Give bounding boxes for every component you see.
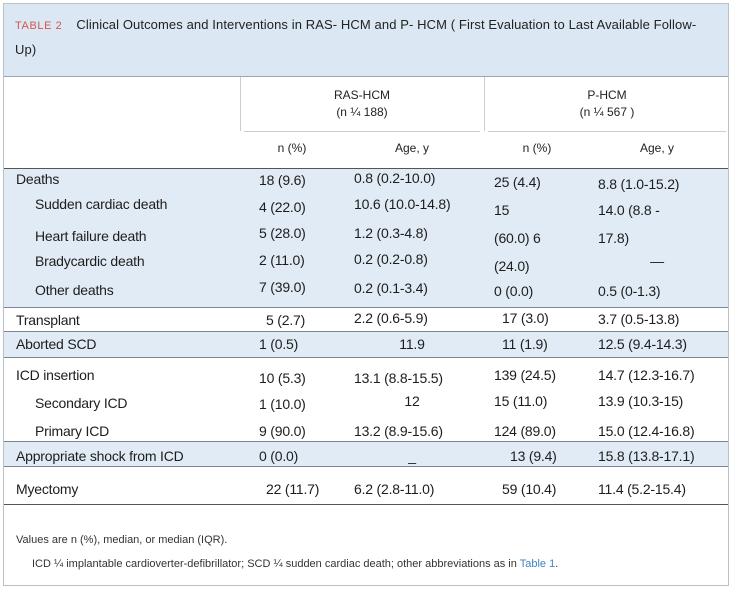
row-label: Transplant [16,312,80,328]
table-cell: 14.7 (12.3-16.7) [598,367,695,383]
table-cell: 14.0 (8.8 - [598,202,660,218]
table-title: Clinical Outcomes and Interventions in R… [15,17,697,57]
group-name: P-HCM [587,88,627,102]
row-label: Deaths [16,171,60,187]
table-cell: 2 (11.0) [259,252,305,268]
group-underline [244,131,480,132]
table-cell: 139 (24.5) [494,367,556,383]
table-cell: 8.8 (1.0-15.2) [598,176,680,192]
group-n: (n ¼ 567 ) [579,105,635,119]
row-label: Secondary ICD [35,395,128,411]
table-cell: 11.9 [399,336,425,352]
group-name: RAS-HCM [334,88,390,102]
table-cell: 15 [494,202,510,218]
table-cell: 7 (39.0) [259,279,306,295]
row-label: Aborted SCD [16,336,97,352]
table-cell: (60.0) 6 [494,230,541,246]
row-label: ICD insertion [16,367,95,383]
table-cell: 2.2 (0.6-5.9) [354,310,428,326]
table-cell: — [650,253,664,269]
group-header-p: P-HCM (n ¼ 567 ) [488,87,726,121]
table-cell: 1 (10.0) [259,396,306,412]
footnote-text: ICD ¼ implantable cardioverter-defibrill… [32,558,517,570]
table-cell: 15.8 (13.8-17.1) [598,448,695,464]
row-label: Myectomy [16,481,79,497]
table-cell: 0 (0.0) [494,283,534,299]
table-cell: 17.8) [598,230,629,246]
row-label: Sudden cardiac death [35,196,168,212]
group-underline [488,131,726,132]
table-cell: 6.2 (2.8-11.0) [354,481,435,497]
table-header: RAS-HCM (n ¼ 188) P-HCM (n ¼ 567 ) n (%)… [4,77,728,169]
table-cell: 3.7 (0.5-13.8) [598,311,680,327]
table-cell: 9 (90.0) [259,423,306,439]
column-header: Age, y [394,141,430,155]
table-cell: (24.0) [494,258,530,274]
table-cell: 12.5 (9.4-14.3) [598,336,687,352]
table-cell: 13 (9.4) [510,448,557,464]
table-cell: 15.0 (12.4-16.8) [598,423,695,439]
table-footnotes: Values are n (%), median, or median (IQR… [4,504,728,587]
row-band-aborted-scd [4,332,728,358]
table-cell: 12 [404,393,420,409]
table-cell: 22 (11.7) [266,481,320,497]
table-cell: 17 (3.0) [502,310,549,326]
table-cell: 25 (4.4) [494,174,541,190]
row-band-deaths [4,169,728,308]
group-n: (n ¼ 188) [336,105,388,119]
row-label: Appropriate shock from ICD [16,448,184,464]
table-cell: 13.9 (10.3-15) [598,393,684,409]
table-cell: 1.2 (0.3-4.8) [354,225,428,241]
table-cell: 13.2 (8.9-15.6) [354,423,443,439]
footnote-values: Values are n (%), median, or median (IQR… [16,534,228,546]
table-cell: 5 (28.0) [259,225,306,241]
row-label: Heart failure death [35,228,147,244]
table-cell: 0.5 (0-1.3) [598,283,661,299]
table-cell: 0.8 (0.2-10.0) [354,170,436,186]
table-cell: 5 (2.7) [266,312,306,328]
column-header: n (%) [277,141,307,155]
column-header: n (%) [522,141,552,155]
row-label: Primary ICD [35,423,110,439]
footnote-end: . [555,558,559,570]
table-cell: 124 (89.0) [494,423,556,439]
table-cell: 10 (5.3) [259,370,306,386]
table-cell: 11 (1.9) [502,336,548,352]
table-label: TABLE 2 [15,20,63,32]
table-1-link[interactable]: Table 1 [519,558,556,570]
table-cell: _ [408,448,416,464]
table-cell: 4 (22.0) [259,199,306,215]
table-frame: TABLE 2 Clinical Outcomes and Interventio… [3,3,729,586]
row-band-icd [4,358,728,442]
table-cell: 1 (0.5) [259,336,299,352]
group-divider [484,77,485,131]
row-band-shock [4,442,728,467]
row-band-transplant [4,308,728,332]
row-label: Bradycardic death [35,253,145,269]
footnote-abbreviations: ICD ¼ implantable cardioverter-defibrill… [32,556,558,572]
table-cell: 59 (10.4) [502,481,557,497]
table-cell: 0.2 (0.2-0.8) [354,251,428,267]
group-divider [240,77,241,131]
table-caption: TABLE 2 Clinical Outcomes and Interventio… [4,4,728,77]
table-cell: 15 (11.0) [494,393,548,409]
table-cell: 0.2 (0.1-3.4) [354,280,428,296]
group-header-ras: RAS-HCM (n ¼ 188) [244,87,480,121]
table-cell: 10.6 (10.0-14.8) [354,196,451,212]
row-label: Other deaths [35,282,114,298]
table-cell: 18 (9.6) [259,172,306,188]
table-cell: 0 (0.0) [259,448,299,464]
column-header: Age, y [639,141,675,155]
table-cell: 13.1 (8.8-15.5) [354,370,443,386]
table-cell: 11.4 (5.2-15.4) [598,481,686,497]
